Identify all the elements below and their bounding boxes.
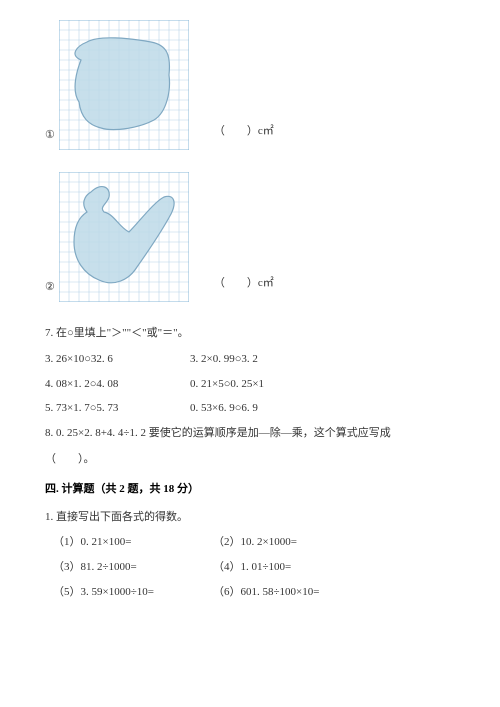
- grid-svg-2: [59, 172, 189, 302]
- q7-row: 5. 73×1. 7○5. 730. 53×6. 9○6. 9: [45, 399, 455, 419]
- q7-prompt: 7. 在○里填上"＞""＜"或"＝"。: [45, 324, 455, 344]
- q7-row: 3. 26×10○32. 63. 2×0. 99○3. 2: [45, 350, 455, 370]
- grid-answer-1: （ ）c㎡: [214, 122, 274, 142]
- calc-cell-left: （1）0. 21×100=: [53, 533, 213, 553]
- grid-marker-1: ①: [45, 126, 55, 146]
- q7-rows: 3. 26×10○32. 63. 2×0. 99○3. 24. 08×1. 2○…: [45, 350, 455, 419]
- q7-cell-left: 4. 08×1. 2○4. 08: [45, 375, 190, 395]
- section4-title: 四. 计算题（共 2 题，共 18 分）: [45, 480, 455, 500]
- grid-figure-2: ② （ ）c㎡: [45, 172, 455, 302]
- calc-cell-right: （6）601. 58÷100×10=: [213, 583, 455, 603]
- grid-svg-1: [59, 20, 189, 150]
- grid-marker-2: ②: [45, 278, 55, 298]
- calc-row: （1）0. 21×100=（2）10. 2×1000=: [53, 533, 455, 553]
- calc-row: （3）81. 2÷1000=（4）1. 01÷100=: [53, 558, 455, 578]
- calc-row: （5）3. 59×1000÷10=（6）601. 58÷100×10=: [53, 583, 455, 603]
- calc-cell-right: （2）10. 2×1000=: [213, 533, 455, 553]
- q7-cell-left: 5. 73×1. 7○5. 73: [45, 399, 190, 419]
- section4-q1-prompt: 1. 直接写出下面各式的得数。: [45, 508, 455, 528]
- q8-line-b: （ ）。: [45, 450, 455, 470]
- grid-figure-1: ① （ ）c㎡: [45, 20, 455, 150]
- q7-row: 4. 08×1. 2○4. 080. 21×5○0. 25×1: [45, 375, 455, 395]
- q7-cell-right: 0. 21×5○0. 25×1: [190, 375, 455, 395]
- calc-cell-right: （4）1. 01÷100=: [213, 558, 455, 578]
- q7-cell-left: 3. 26×10○32. 6: [45, 350, 190, 370]
- q8-line-a: 8. 0. 25×2. 8+4. 4÷1. 2 要使它的运算顺序是加—除—乘，这…: [45, 424, 455, 444]
- calc-cell-left: （5）3. 59×1000÷10=: [53, 583, 213, 603]
- grid-answer-2: （ ）c㎡: [214, 274, 274, 294]
- calc-cell-left: （3）81. 2÷1000=: [53, 558, 213, 578]
- q7-cell-right: 0. 53×6. 9○6. 9: [190, 399, 455, 419]
- q7-cell-right: 3. 2×0. 99○3. 2: [190, 350, 455, 370]
- section4-items: （1）0. 21×100=（2）10. 2×1000=（3）81. 2÷1000…: [45, 533, 455, 602]
